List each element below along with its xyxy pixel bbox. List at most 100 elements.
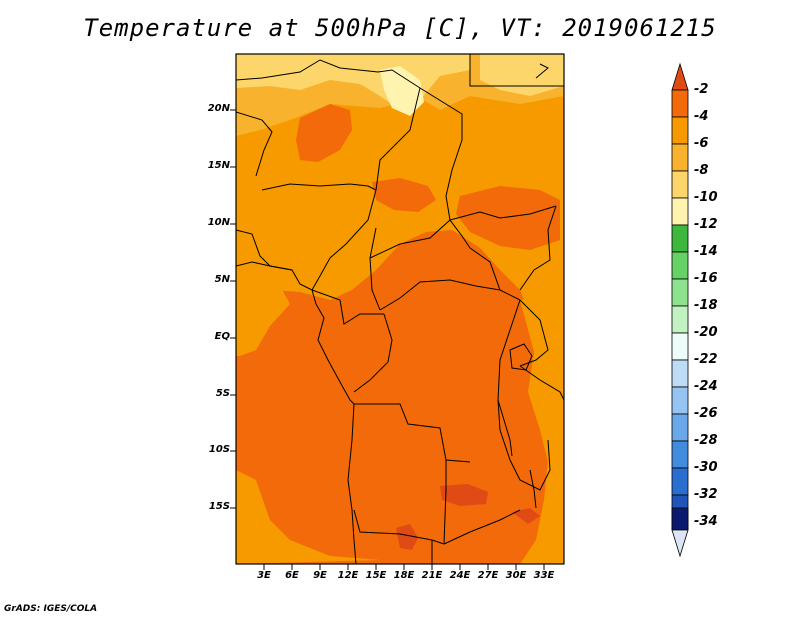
- colorbar-label-m22: -22: [694, 352, 718, 367]
- colorbar-label-m18: -18: [694, 298, 718, 313]
- colorbar-box-3: [671, 143, 689, 172]
- lon-ticks: [263, 564, 545, 570]
- colorbar-box-6: [671, 224, 689, 253]
- lon-label-3e: 3E: [257, 570, 271, 581]
- colorbar-box-12: [671, 386, 689, 415]
- colorbar-label-m30: -30: [694, 460, 718, 475]
- border-drc-angola: [354, 403, 471, 463]
- colorbar-box-8: [671, 278, 689, 307]
- field-west-coast-cool: [236, 284, 290, 356]
- border-car-drc: [379, 279, 501, 311]
- border-gabon-congo: [311, 289, 384, 325]
- colorbar-label-m34: -34: [694, 514, 718, 529]
- border-nigeria-cameroon: [311, 189, 377, 291]
- border-niger-nigeria: [261, 183, 377, 191]
- border-algeria-libya-niger: [236, 59, 463, 140]
- border-mali-niger: [236, 111, 273, 177]
- colorbar: [671, 62, 689, 558]
- colorbar-label-m4: -4: [694, 109, 709, 124]
- colorbar-label-m24: -24: [694, 379, 718, 394]
- coast-gulf-of-guinea: [236, 261, 357, 564]
- field-hot-cell-zambia: [440, 484, 488, 506]
- lon-label-12e: 12E: [337, 570, 359, 581]
- border-drc-east: [497, 299, 521, 461]
- colorbar-box-1: [671, 89, 689, 118]
- colorbar-box-5: [671, 197, 689, 226]
- border-malawi-mozambique: [509, 439, 551, 491]
- lon-label-21e: 21E: [421, 570, 443, 581]
- lat-label-5n: 5N: [214, 274, 230, 285]
- colorbar-box-4: [671, 170, 689, 199]
- colorbar-box-9: [671, 305, 689, 334]
- field-central-south-warm: [236, 230, 548, 564]
- colorbar-label-m16: -16: [694, 271, 718, 286]
- lat-label-eq: EQ: [214, 331, 230, 342]
- temperature-field: [236, 54, 564, 564]
- coast-lake-victoria: [509, 343, 533, 371]
- lat-label-5s: 5S: [215, 388, 230, 399]
- border-zambia-zimbabwe: [443, 509, 521, 545]
- border-south-sudan-drc: [469, 247, 521, 301]
- colorbar-label-m32: -32: [694, 487, 718, 502]
- colorbar-label-m14: -14: [694, 244, 718, 259]
- colorbar-label-m8: -8: [694, 163, 709, 178]
- colorbar-box-15: [671, 467, 689, 496]
- colorbar-box-11: [671, 359, 689, 388]
- colorbar-label-m10: -10: [694, 190, 718, 205]
- field-south-cool-lobe: [236, 470, 380, 564]
- colorbar-label-m20: -20: [694, 325, 718, 340]
- border-angola-namibia: [353, 509, 445, 545]
- border-uganda-kenya: [519, 299, 549, 367]
- field-hot-cell-east: [512, 508, 540, 524]
- lon-label-27e: 27E: [477, 570, 499, 581]
- lat-label-20n: 20N: [207, 103, 230, 114]
- border-congo-drc: [353, 313, 393, 393]
- lat-label-15s: 15S: [208, 501, 230, 512]
- field-sahara-pale-patch: [380, 66, 424, 116]
- coast-lake-malawi: [529, 469, 537, 509]
- map-frame: [235, 53, 565, 565]
- colorbar-top-arrow: [671, 62, 689, 91]
- coast-red-sea: [535, 63, 549, 79]
- lon-label-18e: 18E: [393, 570, 415, 581]
- colorbar-box-2: [671, 116, 689, 145]
- border-ethiopia: [519, 205, 557, 291]
- border-cameroon-car: [369, 227, 381, 311]
- colorbar-label-m2: -2: [694, 82, 709, 97]
- border-chad-car: [369, 219, 451, 259]
- lon-label-9e: 9E: [313, 570, 327, 581]
- border-niger-chad: [375, 87, 421, 191]
- lon-label-6e: 6E: [285, 570, 299, 581]
- lon-label-15e: 15E: [365, 570, 387, 581]
- colorbar-box-18: [671, 507, 689, 531]
- lon-label-30e: 30E: [505, 570, 527, 581]
- lon-label-33e: 33E: [533, 570, 555, 581]
- colorbar-label-m6: -6: [694, 136, 709, 151]
- country-borders: [236, 54, 564, 564]
- border-angola-zambia: [443, 460, 447, 545]
- colorbar-box-13: [671, 413, 689, 442]
- lat-label-15n: 15N: [207, 160, 230, 171]
- map-title: Temperature at 500hPa [C], VT: 201906121…: [83, 14, 717, 42]
- border-sudan-south-sudan: [449, 205, 557, 221]
- lat-label-10s: 10S: [208, 444, 230, 455]
- lat-label-10n: 10N: [207, 217, 230, 228]
- field-east-cool-strip: [520, 290, 564, 564]
- colorbar-box-10: [671, 332, 689, 361]
- coast-lake-tanganyika: [497, 399, 513, 457]
- colorbar-bottom-arrow: [671, 529, 689, 558]
- grads-credit: GrADS: IGES/COLA: [4, 604, 98, 614]
- field-north-warm-patch-c: [372, 178, 436, 212]
- colorbar-label-m28: -28: [694, 433, 718, 448]
- lon-label-24e: 24E: [449, 570, 471, 581]
- border-tanzania: [519, 365, 564, 401]
- colorbar-box-14: [671, 440, 689, 469]
- field-hot-cell-south: [396, 524, 418, 550]
- field-north-warm-patch-a: [296, 104, 352, 162]
- colorbar-box-7: [671, 251, 689, 280]
- field-north-warm-patch-b: [456, 186, 560, 250]
- lat-ticks: [230, 109, 236, 509]
- border-libya-egypt-sudan: [469, 54, 564, 87]
- colorbar-label-m26: -26: [694, 406, 718, 421]
